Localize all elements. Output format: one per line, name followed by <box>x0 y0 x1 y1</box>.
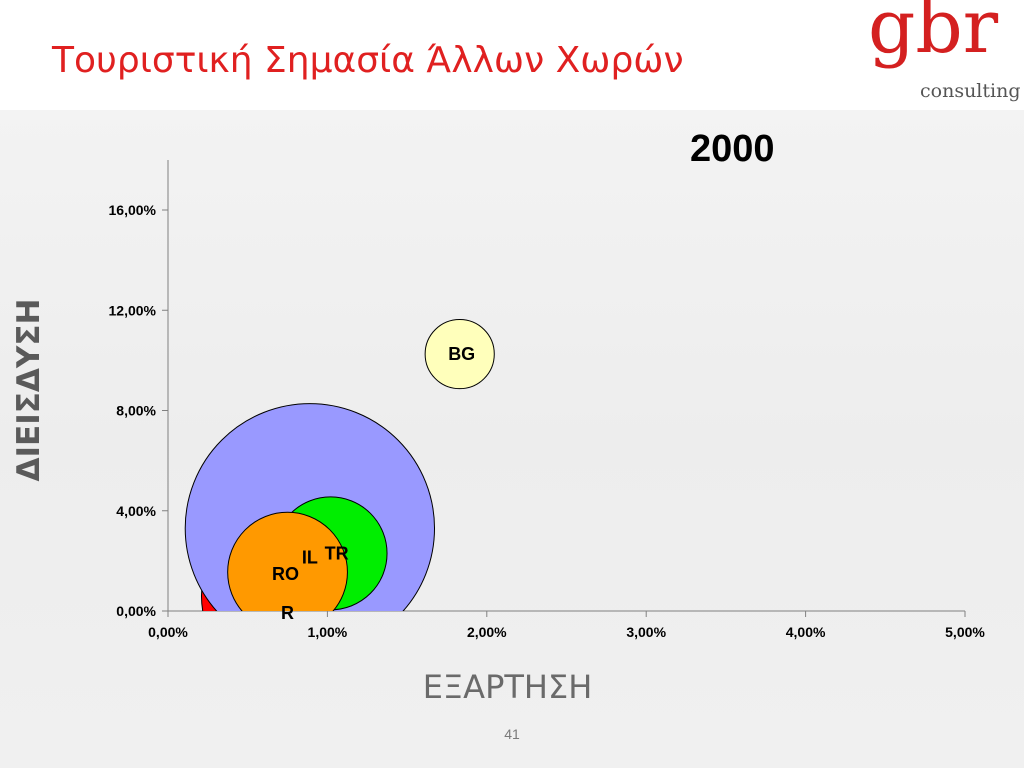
y-tick-label: 4,00% <box>116 503 156 519</box>
y-tick-label: 8,00% <box>116 403 156 419</box>
x-tick-label: 0,00% <box>148 624 188 640</box>
x-tick-label: 3,00% <box>626 624 666 640</box>
gbr-consulting-logo: gbr consulting <box>868 0 1024 106</box>
y-axis-label: ΔΙΕΙΣΔΥΣΗ <box>11 298 47 482</box>
bubble-ro <box>227 511 348 611</box>
y-tick-label: 16,00% <box>109 202 157 218</box>
y-tick-label: 12,00% <box>109 302 157 318</box>
x-tick-label: 1,00% <box>308 624 348 640</box>
slide-title: Τουριστική Σημασία Άλλων Χωρών <box>52 40 684 81</box>
logo-main-text: gbr <box>868 0 999 70</box>
x-tick-label: 4,00% <box>786 624 826 640</box>
chart-title: 2000 <box>690 128 775 170</box>
bubble-label: IL <box>302 547 318 567</box>
x-tick-label: 5,00% <box>945 624 985 640</box>
page-number: 41 <box>504 726 520 742</box>
bubble-bg <box>424 319 495 390</box>
chart-area-background <box>0 110 1024 768</box>
x-axis-label: ΕΞΑΡΤΗΣΗ <box>422 668 593 706</box>
y-tick-label: 0,00% <box>116 603 156 619</box>
logo-sub-text: consulting <box>920 80 1021 102</box>
bubble-label: TR <box>325 543 349 563</box>
bubble-label: BG <box>448 344 475 364</box>
x-tick-label: 2,00% <box>467 624 507 640</box>
slide-header: Τουριστική Σημασία Άλλων Χωρών gbr consu… <box>0 0 1024 110</box>
bubble-label: RO <box>272 564 299 584</box>
bubble-label: R <box>281 603 294 623</box>
